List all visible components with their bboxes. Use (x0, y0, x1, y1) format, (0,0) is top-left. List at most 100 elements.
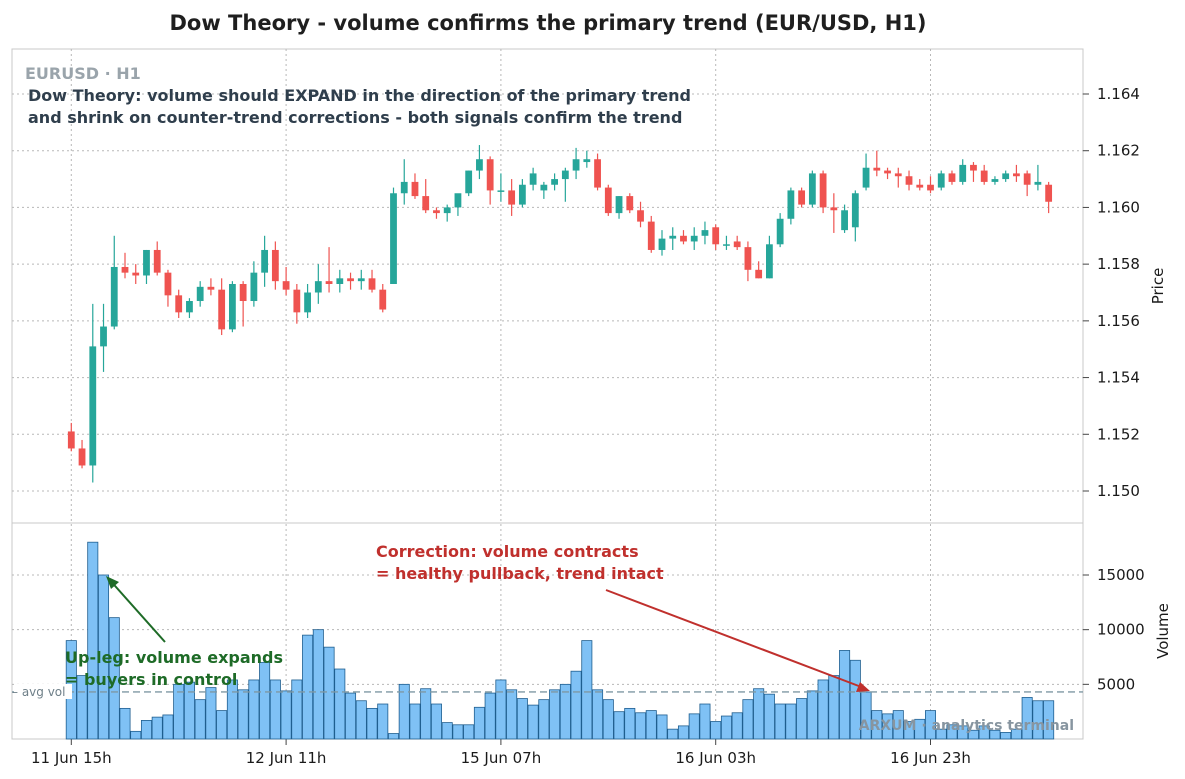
volume-bar (860, 691, 872, 740)
candle (540, 181, 548, 199)
candle (776, 213, 784, 248)
candle (712, 224, 720, 250)
candle (207, 278, 215, 296)
candle (196, 281, 204, 307)
time-tick-label: 15 Jun 07h (461, 749, 542, 767)
volume-bar (785, 703, 797, 740)
candle (465, 170, 473, 197)
candle (959, 159, 967, 185)
price-tick-label: 1.150 (1097, 482, 1140, 500)
volume-bar (1000, 732, 1012, 740)
candle (1034, 164, 1042, 191)
candle (583, 150, 591, 168)
volume-tick-label: 10000 (1097, 621, 1145, 639)
volume-bar (248, 679, 260, 740)
volume-bar (194, 699, 206, 740)
candle (153, 241, 161, 276)
candle (497, 173, 505, 202)
candle (948, 170, 956, 185)
volume-bar (377, 703, 389, 740)
volume-bar (345, 692, 357, 740)
volume-bar (1021, 697, 1033, 740)
volume-bar (914, 718, 926, 740)
volume-bar (291, 679, 303, 740)
volume-bar (441, 722, 453, 740)
price-tick-label: 1.156 (1097, 312, 1140, 330)
candle (400, 159, 408, 205)
candle (250, 261, 258, 307)
volume-bar (559, 683, 571, 740)
candle (164, 269, 172, 307)
volume-bar (763, 693, 775, 740)
candle (271, 241, 279, 290)
candle (325, 247, 333, 293)
candle (1002, 170, 1010, 182)
candle (894, 167, 902, 188)
price-tick-label: 1.164 (1097, 85, 1140, 103)
candle (422, 179, 430, 214)
candle (347, 272, 354, 290)
volume-bar (269, 679, 281, 740)
candle (486, 156, 494, 205)
volume-bar (677, 725, 689, 740)
volume-bar (710, 721, 722, 740)
candle (744, 241, 752, 282)
volume-bar (699, 703, 711, 740)
volume-bar (570, 670, 582, 740)
volume-bar (624, 707, 636, 740)
volume-bar (688, 713, 700, 740)
candle (572, 147, 580, 180)
candle (647, 215, 655, 253)
volume-bar (452, 724, 464, 740)
candle (282, 266, 290, 296)
volume-bar (98, 574, 110, 740)
volume-bar (259, 662, 271, 740)
volume-bar (742, 699, 754, 740)
candle (336, 269, 344, 293)
volume-bar (967, 729, 979, 740)
volume-bar (989, 729, 1001, 740)
candle (143, 249, 150, 284)
volume-bar (516, 698, 528, 740)
candle (368, 269, 376, 293)
volume-tick-label: 5000 (1097, 675, 1135, 693)
candle (551, 173, 558, 191)
time-tick-label: 16 Jun 03h (675, 749, 756, 767)
volume-bar (796, 698, 808, 740)
annotation-correction: Correction: volume contracts = healthy p… (376, 542, 870, 692)
volume-bar (903, 721, 915, 740)
candle (723, 235, 730, 250)
candle (304, 283, 311, 319)
price-tick-label: 1.160 (1097, 198, 1140, 216)
volume-bar (667, 728, 679, 740)
candle (658, 230, 666, 256)
volume-bar (151, 716, 163, 740)
volume-axis-label: Volume (1154, 603, 1172, 659)
volume-bar (635, 712, 647, 740)
candle (637, 201, 644, 228)
candle (261, 235, 269, 287)
candle (443, 204, 451, 222)
volume-bar (130, 730, 142, 740)
volume-bar (645, 710, 657, 740)
candle (110, 235, 118, 330)
volume-bar (323, 646, 335, 740)
candle (186, 298, 193, 319)
volume-bar (828, 675, 840, 740)
volume-bar (463, 724, 475, 740)
volume-bar (946, 724, 958, 740)
candle (1023, 170, 1031, 197)
candle (916, 179, 924, 191)
volume-bar (108, 617, 120, 740)
volume-bar (420, 688, 432, 740)
volume-bars (65, 541, 1055, 740)
candle (701, 221, 709, 245)
candle (615, 196, 623, 219)
avg-label-bg (14, 683, 72, 699)
price-axis: 1.150 1.152 1.154 1.156 1.158 1.160 1.162 1.164 (1083, 85, 1140, 500)
note-line-1: Dow Theory: volume should EXPAND in the … (28, 86, 691, 105)
annotation-upleg-line-2: = buyers in control (65, 670, 237, 689)
volume-bar (849, 659, 861, 740)
watermark: ARXUM · analytics terminal (859, 718, 1074, 734)
